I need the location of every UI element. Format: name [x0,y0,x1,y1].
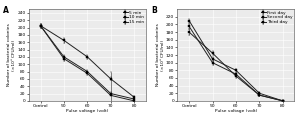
Text: B: B [152,6,158,15]
X-axis label: Pulse voltage (volt): Pulse voltage (volt) [66,109,109,113]
X-axis label: Pulse voltage (volt): Pulse voltage (volt) [215,109,257,113]
Legend: First day, Second day, Third day: First day, Second day, Third day [260,10,294,25]
Text: A: A [3,6,9,15]
Y-axis label: Number of bacterial colonies
(×10⁶ CFU/ml): Number of bacterial colonies (×10⁶ CFU/m… [8,24,16,86]
Y-axis label: Number of bacterial colonies
(×10⁶ CFU/ml): Number of bacterial colonies (×10⁶ CFU/m… [156,24,165,86]
Legend: 5 min, 10 min, 15 min: 5 min, 10 min, 15 min [122,10,145,25]
